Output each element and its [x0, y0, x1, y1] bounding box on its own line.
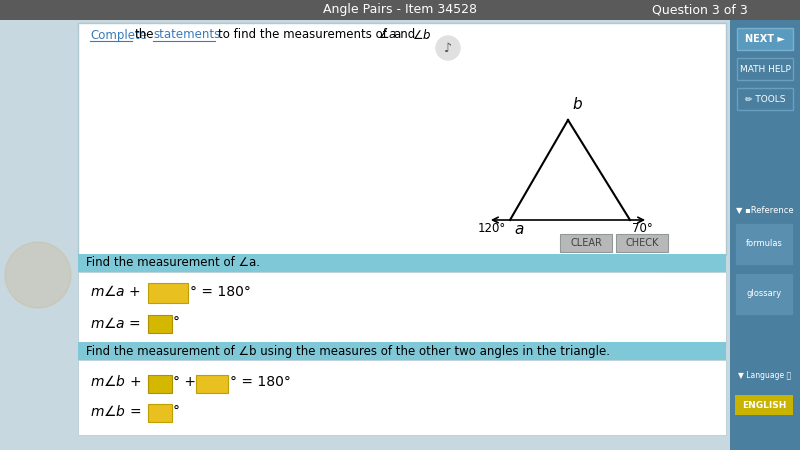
Text: CHECK: CHECK — [626, 238, 658, 248]
Text: $m\angle a$ =: $m\angle a$ = — [90, 315, 141, 330]
Text: NEXT ►: NEXT ► — [745, 34, 785, 44]
Circle shape — [653, 260, 723, 330]
Text: $m\angle b$ =: $m\angle b$ = — [90, 405, 142, 419]
Text: .: . — [426, 28, 430, 41]
FancyBboxPatch shape — [560, 234, 612, 252]
Text: $\angle b$: $\angle b$ — [412, 28, 431, 42]
FancyBboxPatch shape — [0, 0, 800, 20]
FancyBboxPatch shape — [735, 273, 793, 315]
FancyBboxPatch shape — [616, 234, 668, 252]
Text: $m\angle a$ +: $m\angle a$ + — [90, 284, 141, 300]
Circle shape — [436, 36, 460, 60]
FancyBboxPatch shape — [78, 360, 726, 435]
Text: $m\angle b$ +: $m\angle b$ + — [90, 374, 142, 390]
FancyBboxPatch shape — [737, 58, 793, 80]
FancyBboxPatch shape — [737, 28, 793, 50]
Text: ♪: ♪ — [444, 41, 452, 54]
FancyBboxPatch shape — [737, 88, 793, 110]
Text: and: and — [393, 28, 415, 41]
FancyBboxPatch shape — [78, 254, 726, 272]
Text: $b$: $b$ — [572, 96, 583, 112]
FancyBboxPatch shape — [730, 20, 800, 450]
FancyBboxPatch shape — [78, 272, 726, 345]
Text: statements: statements — [153, 28, 220, 41]
Text: ▼ ▪Reference: ▼ ▪Reference — [736, 206, 794, 215]
FancyBboxPatch shape — [148, 315, 172, 333]
FancyBboxPatch shape — [148, 404, 172, 422]
FancyBboxPatch shape — [730, 200, 800, 220]
FancyBboxPatch shape — [78, 342, 726, 360]
Text: 120°: 120° — [478, 222, 506, 235]
Text: ° = 180°: ° = 180° — [190, 285, 251, 299]
Text: Angle Pairs - Item 34528: Angle Pairs - Item 34528 — [323, 4, 477, 17]
Text: the: the — [135, 28, 154, 41]
Text: °: ° — [173, 405, 180, 419]
Text: $a$: $a$ — [514, 222, 524, 237]
Text: Find the measurement of ∠a.: Find the measurement of ∠a. — [86, 256, 260, 270]
FancyBboxPatch shape — [78, 23, 726, 255]
Text: $\angle a$: $\angle a$ — [378, 28, 397, 41]
Text: °: ° — [173, 316, 180, 330]
Text: to find the measurements of: to find the measurements of — [218, 28, 387, 41]
Text: ° +: ° + — [173, 375, 196, 389]
Text: ENGLISH: ENGLISH — [742, 400, 786, 410]
FancyBboxPatch shape — [148, 283, 188, 303]
Text: MATH HELP: MATH HELP — [739, 64, 790, 73]
FancyBboxPatch shape — [196, 375, 228, 393]
FancyBboxPatch shape — [735, 223, 793, 265]
Text: ✏ TOOLS: ✏ TOOLS — [745, 94, 786, 104]
FancyBboxPatch shape — [735, 395, 793, 415]
Text: ▼ Language ⓘ: ▼ Language ⓘ — [738, 370, 791, 379]
Text: Complete: Complete — [90, 28, 147, 41]
Text: Find the measurement of ∠b using the measures of the other two angles in the tri: Find the measurement of ∠b using the mea… — [86, 345, 610, 357]
Text: CLEAR: CLEAR — [570, 238, 602, 248]
FancyBboxPatch shape — [148, 375, 172, 393]
Text: glossary: glossary — [746, 289, 782, 298]
Text: ° = 180°: ° = 180° — [230, 375, 291, 389]
Text: formulas: formulas — [746, 239, 782, 248]
FancyBboxPatch shape — [730, 360, 800, 390]
Text: 70°: 70° — [632, 222, 653, 235]
Text: Question 3 of 3: Question 3 of 3 — [652, 4, 748, 17]
Circle shape — [5, 242, 71, 308]
